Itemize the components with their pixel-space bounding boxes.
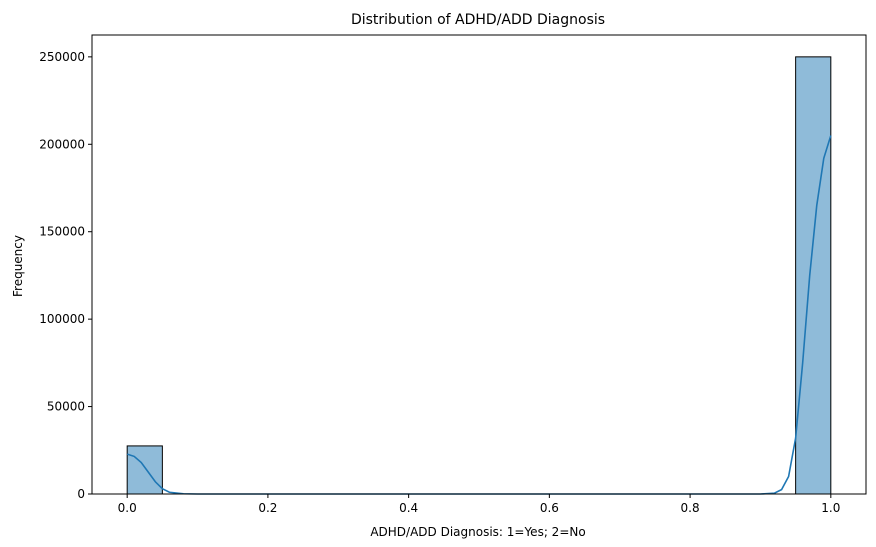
x-tick-label: 0.4 <box>399 501 418 515</box>
kde-layer <box>126 135 832 495</box>
histogram-bar <box>795 56 832 495</box>
plot-frame <box>91 34 867 495</box>
y-axis-label: Frequency <box>11 235 25 297</box>
y-tick-label: 250000 <box>39 50 85 64</box>
x-tick-label: 0.0 <box>118 501 137 515</box>
bars-layer <box>126 56 832 495</box>
chart-title: Distribution of ADHD/ADD Diagnosis <box>351 12 605 28</box>
x-tick-label: 1.0 <box>821 501 840 515</box>
axes-layer: 0.0 0.2 0.4 0.6 0.8 1.0 0 50000 100000 150000 2000… <box>39 34 867 515</box>
x-tick-label: 0.2 <box>258 501 277 515</box>
kde-curve <box>126 135 832 495</box>
x-axis-label: ADHD/ADD Diagnosis: 1=Yes; 2=No <box>370 525 585 539</box>
x-tick-label: 0.6 <box>540 501 559 515</box>
y-tick-label: 0 <box>77 487 85 501</box>
y-tick-label: 100000 <box>39 312 85 326</box>
y-tick-label: 150000 <box>39 225 85 239</box>
histogram-bar <box>126 445 163 495</box>
y-tick-label: 50000 <box>47 400 85 414</box>
y-tick-label: 200000 <box>39 137 85 151</box>
x-tick-label: 0.8 <box>681 501 700 515</box>
